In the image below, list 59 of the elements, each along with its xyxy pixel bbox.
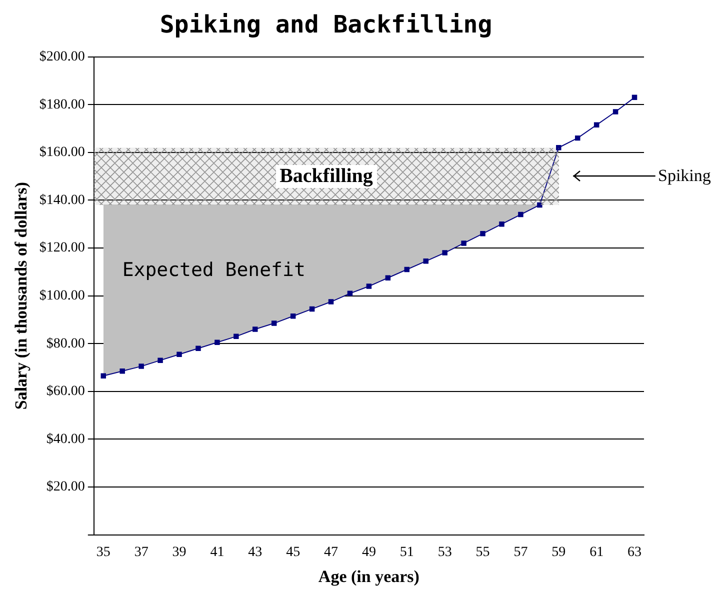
point — [385, 275, 391, 280]
point — [138, 364, 144, 369]
y-tick-label: $100.00 — [39, 288, 85, 304]
point — [347, 290, 353, 296]
point — [271, 320, 277, 326]
x-tick-label: 49 — [362, 544, 376, 560]
x-tick-label: 45 — [286, 544, 300, 560]
point — [461, 240, 466, 246]
x-tick-label: 61 — [590, 544, 604, 560]
y-tick-label: $60.00 — [46, 384, 85, 400]
y-tick-label: $160.00 — [39, 145, 85, 160]
point — [234, 334, 239, 340]
x-tick-label: 43 — [248, 544, 262, 560]
y-tick-label: $20.00 — [46, 480, 85, 495]
point — [196, 346, 201, 351]
x-tick-label: 63 — [628, 544, 642, 560]
point — [423, 258, 428, 264]
point — [404, 266, 410, 272]
x-tick-label: 51 — [400, 544, 414, 560]
point — [518, 212, 524, 218]
y-tick-label: $40.00 — [46, 432, 85, 447]
point — [328, 299, 334, 304]
point — [632, 94, 638, 100]
x-tick-label: 35 — [96, 544, 110, 560]
point — [214, 340, 220, 346]
point — [252, 326, 258, 332]
x-tick-label: 57 — [514, 544, 528, 560]
point — [120, 368, 125, 374]
point — [290, 313, 296, 319]
y-tick-label: $180.00 — [39, 97, 85, 112]
annotation: Expected Benefit — [122, 259, 306, 282]
x-tick-label: 53 — [438, 544, 452, 560]
point — [442, 250, 448, 256]
x-axis-title: Age (in years) — [318, 567, 420, 586]
x-tick-label: 39 — [172, 544, 186, 560]
point — [158, 358, 163, 363]
point — [176, 352, 182, 357]
point — [100, 373, 106, 378]
x-tick-label: 47 — [324, 544, 338, 560]
point — [574, 135, 580, 141]
x-tick-label: 37 — [134, 544, 148, 560]
point — [499, 221, 504, 227]
text: Spiking — [658, 166, 712, 185]
point — [556, 145, 562, 150]
point — [480, 231, 486, 236]
x-tick-label: 41 — [210, 544, 224, 560]
band-label: Backfilling — [276, 164, 377, 188]
y-tick-label: $140.00 — [39, 192, 85, 208]
point — [309, 306, 315, 312]
x-tick-label: 59 — [552, 544, 566, 560]
point — [594, 122, 600, 128]
y-axis-title: Salary (in thousands of dollars) — [12, 182, 31, 410]
chart-title: Spiking and Backfilling — [160, 10, 492, 39]
point — [366, 284, 372, 289]
x-tick-label: 55 — [476, 544, 490, 560]
y-tick-label: $120.00 — [39, 240, 85, 256]
y-tick-label: $80.00 — [46, 336, 85, 352]
point — [612, 109, 618, 114]
y-tick-label: $200.00 — [39, 49, 85, 64]
